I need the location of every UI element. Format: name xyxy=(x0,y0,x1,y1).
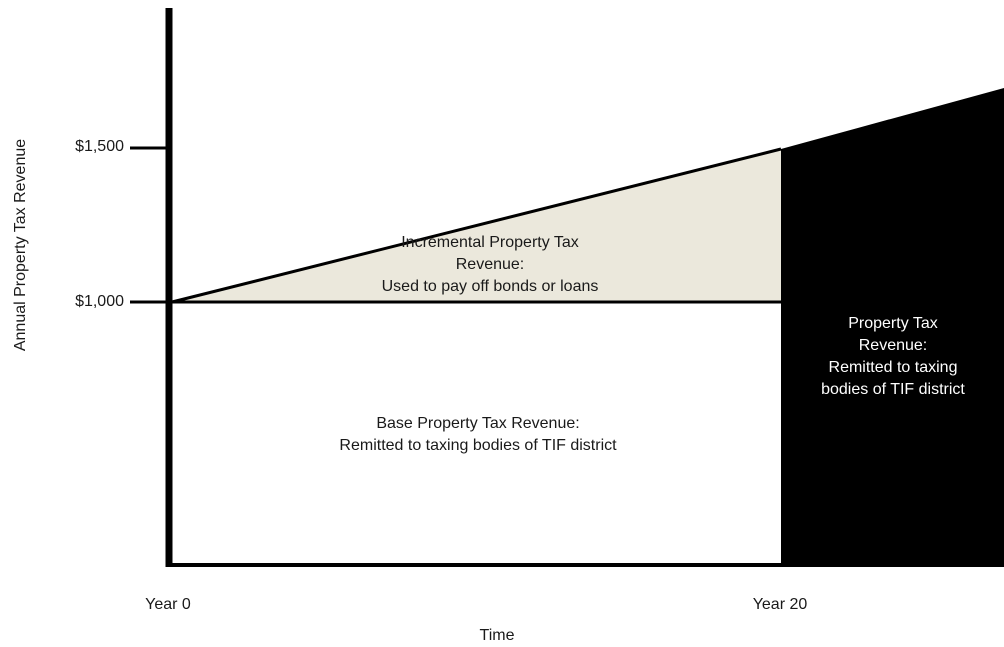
incremental-line-3: Used to pay off bonds or loans xyxy=(381,278,599,295)
base-line-2: Remitted to taxing bodies of TIF distric… xyxy=(339,437,617,454)
after-line-2: Revenue: xyxy=(858,337,928,354)
post-tif-revenue-area xyxy=(781,88,1004,565)
x-tick-label-year-20: Year 20 xyxy=(752,596,808,613)
incremental-line-1: Incremental Property Tax xyxy=(401,234,579,251)
base-revenue-label: Base Property Tax Revenue: Remitted to t… xyxy=(278,413,678,457)
incremental-line-2: Revenue: xyxy=(455,256,525,273)
incremental-revenue-label: Incremental Property Tax Revenue: Used t… xyxy=(300,232,680,298)
after-line-3: Remitted to taxing xyxy=(828,359,958,376)
y-tick-label-1000: $1,000 xyxy=(75,293,124,310)
after-line-1: Property Tax xyxy=(848,315,938,332)
y-axis-label: Annual Property Tax Revenue xyxy=(12,138,29,352)
y-tick-label-1500: $1,500 xyxy=(75,138,124,155)
x-tick-label-year-0: Year 0 xyxy=(145,596,191,613)
x-axis-label: Time xyxy=(479,627,515,644)
revenue-growth-line xyxy=(171,147,782,304)
base-line-1: Base Property Tax Revenue: xyxy=(376,415,580,432)
post-tif-revenue-label: Property Tax Revenue: Remitted to taxing… xyxy=(790,313,996,401)
after-line-4: bodies of TIF district xyxy=(821,381,965,398)
